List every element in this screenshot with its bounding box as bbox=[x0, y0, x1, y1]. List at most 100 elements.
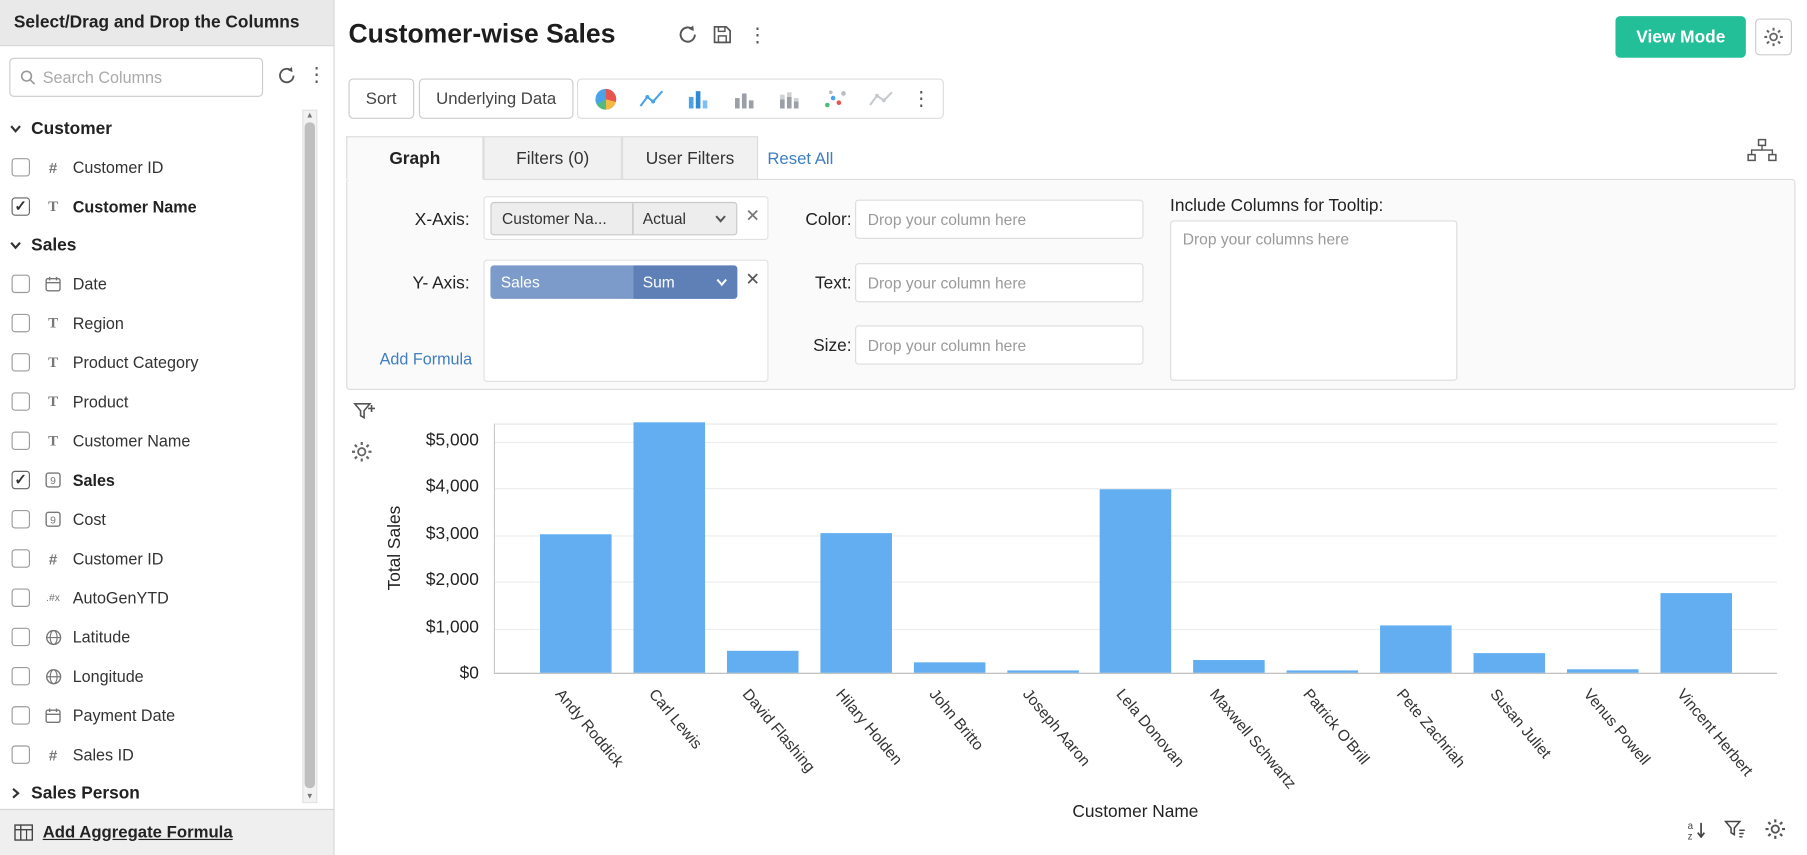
column-item-sales[interactable]: 9 Sales bbox=[0, 460, 302, 499]
column-item-sales-id[interactable]: # Sales ID bbox=[0, 735, 302, 774]
scroll-down-icon[interactable]: ▼ bbox=[305, 792, 314, 801]
y-tick-label: $1,000 bbox=[425, 616, 479, 637]
column-item-customer-id[interactable]: # Customer ID bbox=[0, 148, 302, 187]
save-icon[interactable] bbox=[712, 24, 733, 45]
underlying-data-button[interactable]: Underlying Data bbox=[418, 78, 574, 119]
column-item-payment-date[interactable]: Payment Date bbox=[0, 696, 302, 735]
x-aggregate-select[interactable]: Actual bbox=[632, 203, 736, 235]
bar-pete-zachriah[interactable] bbox=[1380, 625, 1452, 673]
column-checkbox[interactable] bbox=[11, 313, 31, 333]
bar-chart-icon[interactable] bbox=[682, 84, 714, 114]
title-kebab-icon[interactable]: ⋮ bbox=[747, 24, 768, 47]
column-chart-gray-icon[interactable] bbox=[728, 84, 760, 114]
column-checkbox[interactable] bbox=[11, 588, 31, 607]
column-item-date[interactable]: Date bbox=[0, 264, 302, 303]
column-checkbox[interactable] bbox=[11, 549, 31, 568]
column-checkbox[interactable] bbox=[11, 510, 31, 529]
text-dropzone[interactable]: Drop your column here bbox=[855, 263, 1144, 303]
column-checkbox[interactable] bbox=[11, 392, 31, 411]
column-item-customer-name[interactable]: T Customer Name bbox=[0, 187, 302, 226]
bar-carl-lewis[interactable] bbox=[633, 422, 706, 673]
x-axis-chip[interactable]: Customer Na... Actual bbox=[490, 201, 738, 236]
refresh-columns-icon[interactable] bbox=[277, 66, 297, 86]
bar-joseph-aaron[interactable] bbox=[1006, 670, 1079, 673]
scroll-up-icon[interactable]: ▲ bbox=[305, 111, 314, 121]
y-aggregate-select[interactable]: Sum bbox=[633, 265, 738, 299]
column-item-customer-id[interactable]: # Customer ID bbox=[0, 539, 302, 578]
column-item-product[interactable]: T Product bbox=[0, 382, 302, 421]
bar-lela-donovan[interactable] bbox=[1100, 489, 1172, 673]
size-dropzone[interactable]: Drop your column here bbox=[855, 325, 1144, 365]
column-item-cost[interactable]: 9 Cost bbox=[0, 500, 302, 539]
column-checkbox[interactable] bbox=[11, 431, 31, 451]
chart-type-kebab-icon[interactable]: ⋮ bbox=[911, 87, 932, 110]
bar-andy-roddick[interactable] bbox=[540, 534, 613, 673]
column-checkbox[interactable] bbox=[11, 627, 31, 647]
sidebar-kebab-icon[interactable]: ⋮ bbox=[306, 63, 327, 86]
add-filter-icon[interactable] bbox=[353, 402, 376, 425]
tooltip-dropzone[interactable]: Drop your columns here bbox=[1170, 220, 1458, 381]
column-checkbox[interactable] bbox=[11, 706, 31, 725]
bar-venus-powell[interactable] bbox=[1566, 669, 1639, 673]
y-axis-dropzone[interactable]: Sales Sum ✕ bbox=[483, 259, 769, 382]
chart-settings-gear-icon[interactable] bbox=[351, 441, 373, 463]
bar-slot bbox=[623, 422, 716, 673]
pie-chart-icon[interactable] bbox=[590, 84, 622, 114]
search-input[interactable] bbox=[9, 57, 264, 97]
refresh-report-icon[interactable] bbox=[677, 24, 698, 45]
column-checkbox[interactable] bbox=[11, 158, 31, 177]
view-mode-button[interactable]: View Mode bbox=[1615, 16, 1747, 58]
tab-graph[interactable]: Graph bbox=[346, 136, 484, 181]
column-item-region[interactable]: T Region bbox=[0, 303, 302, 342]
column-item-customer-name[interactable]: T Customer Name bbox=[0, 421, 302, 460]
filter-icon[interactable] bbox=[1723, 819, 1746, 841]
bar-maxwell-schwartz[interactable] bbox=[1193, 660, 1266, 673]
column-group-sales[interactable]: Sales bbox=[0, 226, 302, 264]
column-group-sales-person[interactable]: Sales Person bbox=[0, 774, 302, 807]
chevron-down-icon bbox=[716, 278, 727, 287]
column-checkbox[interactable] bbox=[11, 197, 31, 216]
column-item-latitude[interactable]: Latitude bbox=[0, 617, 302, 656]
column-checkbox[interactable] bbox=[11, 353, 31, 372]
chart-options-gear-icon[interactable] bbox=[1764, 818, 1786, 840]
column-item-autogenytd[interactable]: .#x AutoGenYTD bbox=[0, 578, 302, 617]
y-tick-label: $5,000 bbox=[425, 430, 479, 450]
column-checkbox[interactable] bbox=[11, 470, 31, 490]
stacked-bar-chart-icon[interactable] bbox=[774, 84, 806, 114]
scrollbar-thumb[interactable] bbox=[304, 122, 316, 789]
text-icon: T bbox=[48, 353, 59, 371]
column-checkbox[interactable] bbox=[11, 274, 31, 294]
column-item-product-category[interactable]: T Product Category bbox=[0, 343, 302, 382]
y-axis-chip[interactable]: Sales Sum bbox=[490, 265, 738, 299]
column-checkbox[interactable] bbox=[11, 666, 31, 686]
x-axis-remove-button[interactable]: ✕ bbox=[745, 206, 760, 227]
add-formula-link[interactable]: Add Formula bbox=[379, 349, 473, 369]
combo-chart-icon[interactable] bbox=[865, 84, 897, 114]
bar-vincent-herbert[interactable] bbox=[1659, 593, 1732, 673]
bar-susan-juliet[interactable] bbox=[1473, 653, 1545, 673]
columns-sidebar: Select/Drag and Drop the Columns ⋮ Custo… bbox=[0, 0, 335, 855]
hierarchy-icon[interactable] bbox=[1747, 138, 1777, 162]
sidebar-scrollbar[interactable]: ▲ ▼ bbox=[302, 109, 318, 804]
bar-david-flashing[interactable] bbox=[727, 650, 799, 673]
x-axis-dropzone[interactable]: Customer Na... Actual ✕ bbox=[483, 196, 769, 241]
color-dropzone[interactable]: Drop your column here bbox=[855, 199, 1144, 239]
bar-john-britto[interactable] bbox=[913, 662, 986, 673]
line-chart-icon[interactable] bbox=[636, 84, 668, 114]
settings-button[interactable] bbox=[1755, 18, 1793, 56]
bar-hilary-holden[interactable] bbox=[820, 532, 892, 673]
tab-user-filters[interactable]: User Filters bbox=[621, 136, 759, 181]
tab-filters[interactable]: Filters (0) bbox=[483, 136, 622, 181]
column-group-customer[interactable]: Customer bbox=[0, 110, 302, 148]
search-columns-field[interactable] bbox=[42, 68, 253, 87]
y-axis-remove-button[interactable]: ✕ bbox=[745, 270, 760, 290]
bar-patrick-o-brill[interactable] bbox=[1286, 669, 1359, 673]
column-item-longitude[interactable]: Longitude bbox=[0, 657, 302, 696]
reset-all-link[interactable]: Reset All bbox=[767, 150, 834, 169]
text-icon: T bbox=[48, 197, 59, 215]
column-checkbox[interactable] bbox=[11, 745, 31, 764]
scatter-chart-icon[interactable] bbox=[820, 84, 852, 114]
sort-button[interactable]: Sort bbox=[348, 78, 414, 119]
add-aggregate-formula-link[interactable]: Add Aggregate Formula bbox=[42, 823, 233, 842]
